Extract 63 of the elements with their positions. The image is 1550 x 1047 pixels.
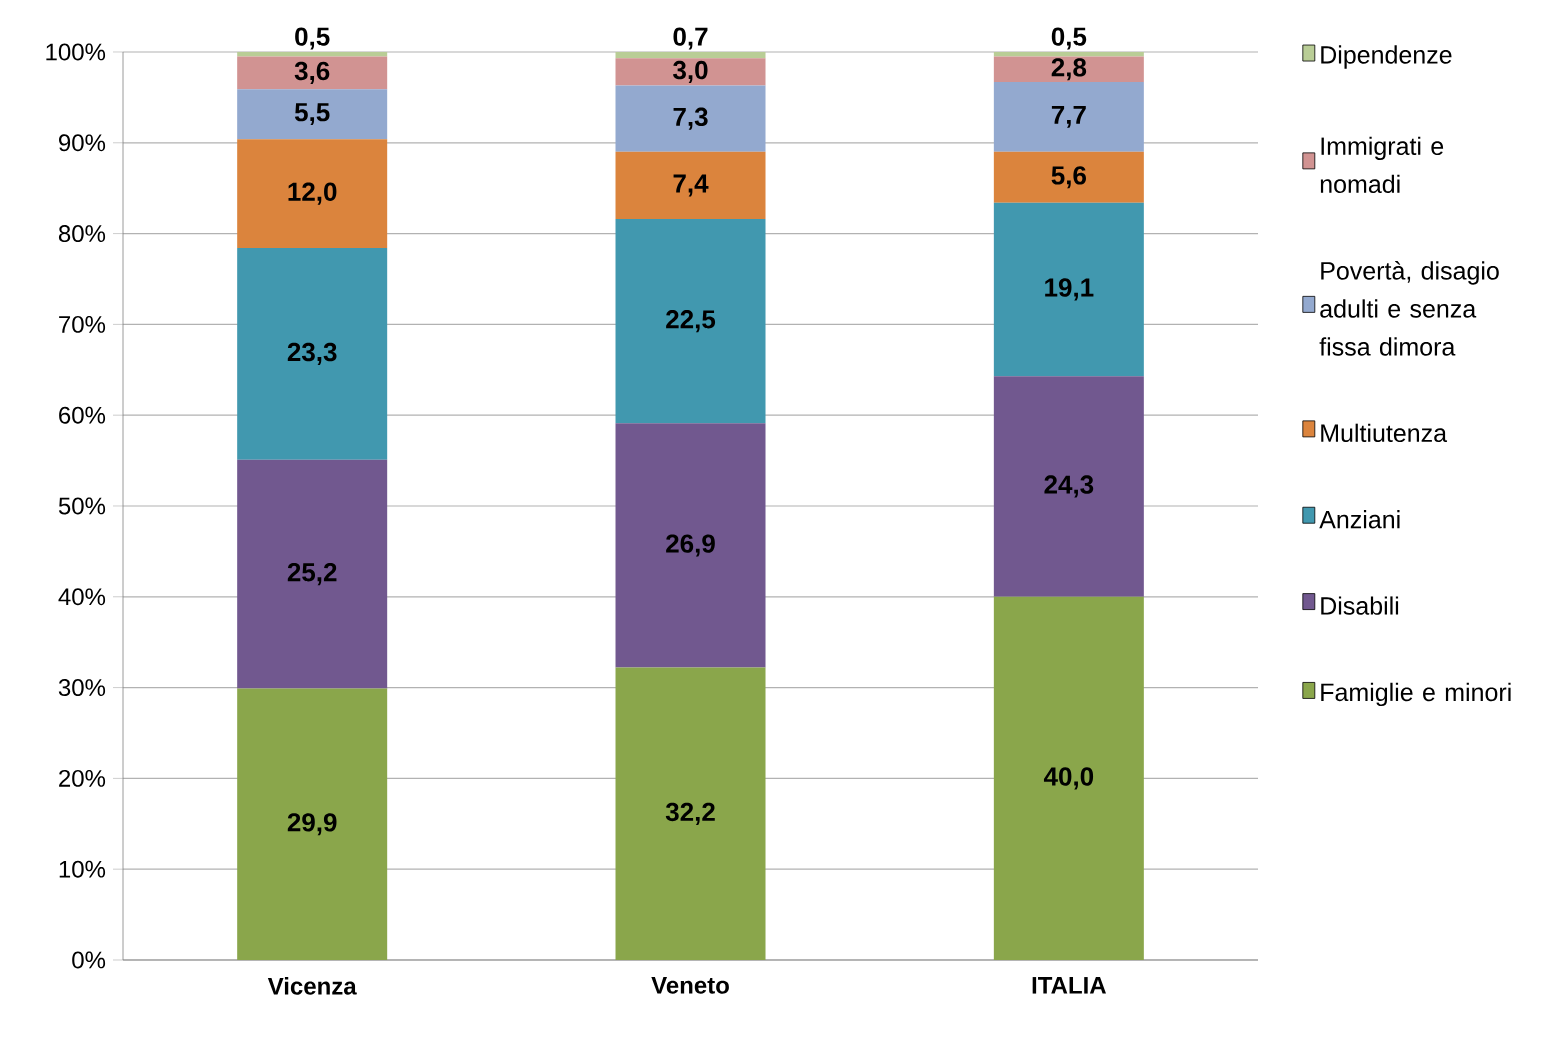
data-label: 29,9 [287, 813, 337, 836]
bar [237, 459, 388, 689]
x-tick-label: Vicenza [267, 977, 357, 995]
legend-label: Dipendenze [1321, 45, 1452, 69]
bar [615, 423, 766, 668]
data-label: 26,9 [666, 534, 715, 557]
bar [993, 202, 1144, 377]
data-label: 0,5 [295, 27, 330, 50]
y-tick-label: 40% [58, 588, 106, 606]
data-label: 32,2 [665, 802, 715, 825]
legend-label: Povertà, disagio adulti e senza fissa dimora [1319, 261, 1499, 356]
data-label: 19,1 [1045, 278, 1094, 301]
data-label: 3,6 [294, 61, 330, 84]
bar [615, 667, 766, 960]
bar [993, 51, 1144, 57]
legend-label: Famiglie e minori [1321, 682, 1511, 707]
y-tick-label: 50% [58, 497, 106, 515]
y-tick-label: 10% [59, 860, 106, 878]
y-tick-label: 70% [59, 315, 106, 333]
legend-label: Immigrati e nomadi [1320, 136, 1444, 194]
legend-label: Multiutenza [1321, 423, 1448, 443]
bar [237, 51, 388, 57]
data-label: 7,3 [673, 107, 708, 130]
data-label: 23,3 [287, 342, 337, 365]
data-label: 12,0 [288, 182, 337, 205]
data-label: 24,3 [1044, 475, 1094, 498]
data-label: 0,7 [673, 27, 708, 50]
data-label: 0,5 [1051, 27, 1087, 50]
bar [615, 85, 766, 152]
legend-label: Disabili [1321, 596, 1399, 615]
bar [615, 51, 766, 59]
data-label: 40,0 [1043, 767, 1094, 790]
data-label: 7,7 [1051, 105, 1086, 128]
bar [237, 56, 388, 90]
data-label: 5,5 [294, 103, 330, 126]
bar [993, 56, 1144, 82]
x-tick-label: ITALIA [1032, 977, 1106, 994]
y-tick-label: 90% [59, 134, 106, 152]
y-tick-label: 20% [59, 769, 106, 787]
bar [615, 219, 766, 424]
y-tick-label: 100% [46, 43, 106, 61]
bar [615, 151, 766, 220]
bar [237, 89, 388, 140]
y-tick-label: 60% [59, 406, 106, 424]
y-tick-label: 30% [58, 679, 106, 697]
bar [993, 596, 1144, 960]
data-label: 25,2 [287, 562, 337, 586]
bar [993, 81, 1144, 152]
bar [237, 248, 388, 460]
data-label: 3,0 [673, 60, 708, 84]
bar [237, 139, 388, 249]
data-label: 7,4 [673, 174, 709, 197]
bar [993, 151, 1144, 203]
x-tick-label: Veneto [651, 977, 729, 994]
bar [237, 688, 388, 960]
y-tick-label: 0% [72, 951, 106, 969]
legend-label: Anziani [1319, 510, 1400, 529]
data-label: 5,6 [1051, 166, 1086, 189]
data-label: 22,5 [666, 310, 716, 333]
y-tick-label: 80% [58, 225, 106, 243]
bar [615, 58, 766, 86]
data-label: 2,8 [1051, 58, 1087, 81]
bar [993, 376, 1144, 597]
